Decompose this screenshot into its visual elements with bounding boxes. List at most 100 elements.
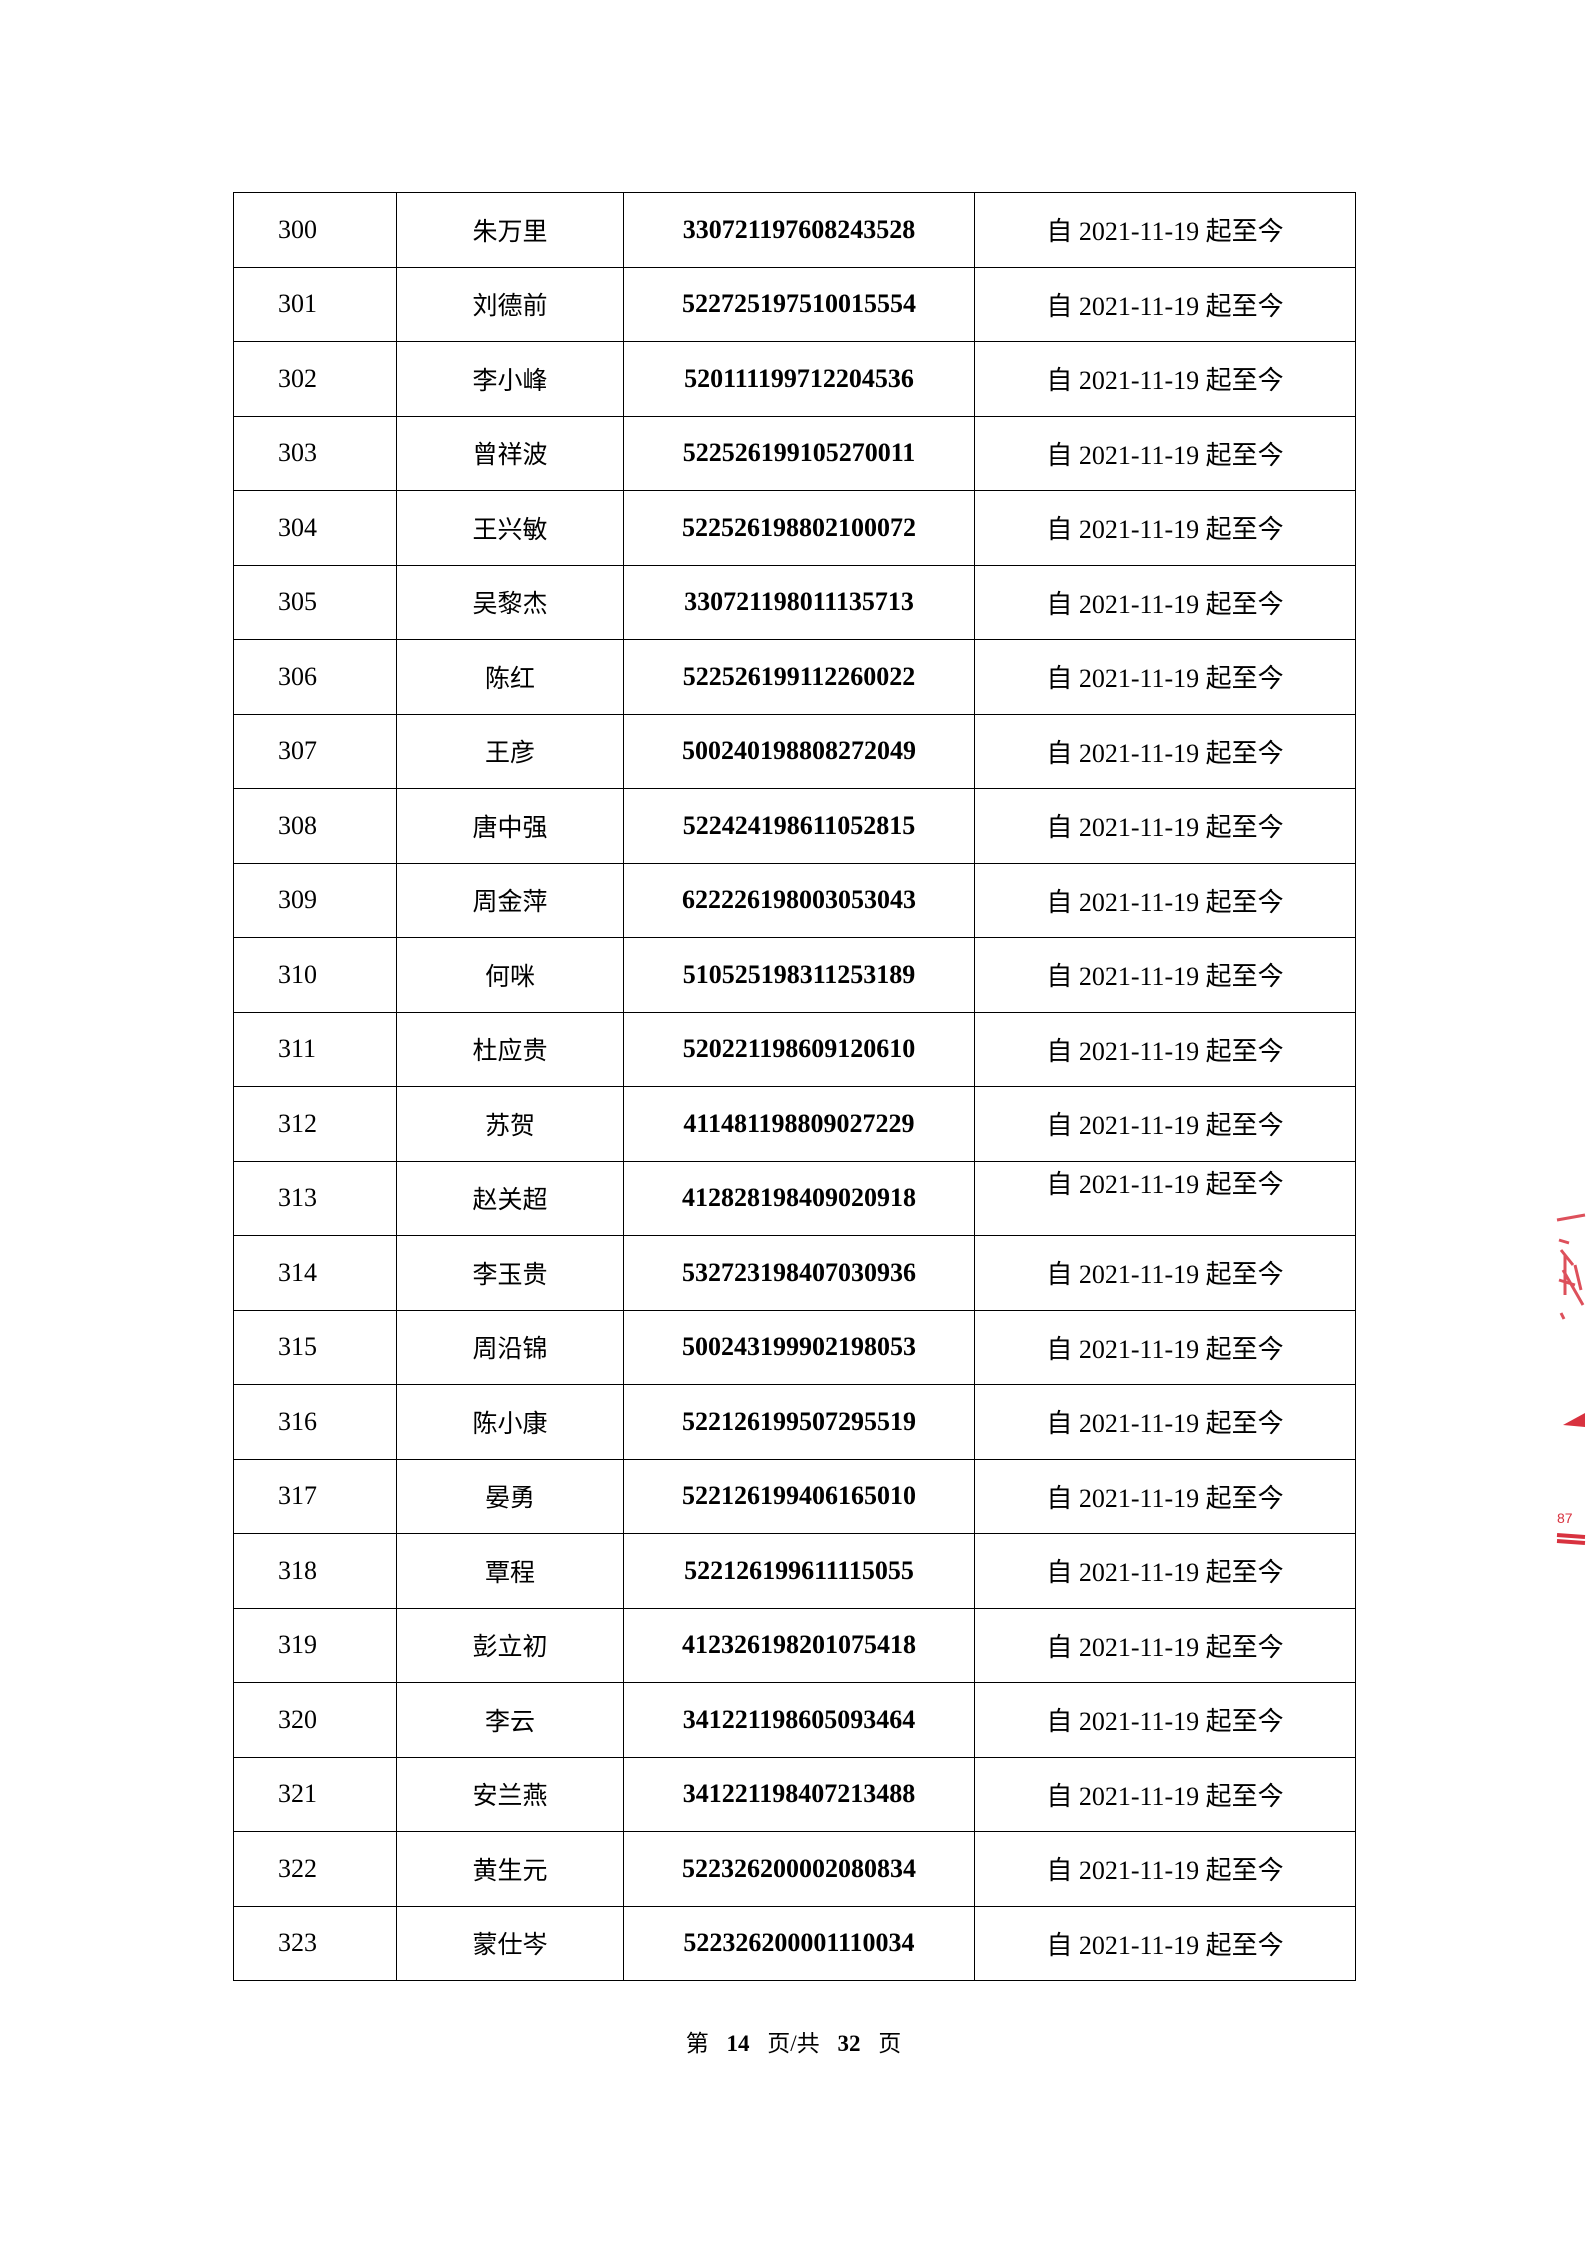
row-number: 307 — [278, 736, 317, 766]
row-number: 320 — [278, 1704, 317, 1734]
period-cell: 自 2021-11-19 起至今 — [974, 1458, 1356, 1534]
table-row: 323 蒙仕岑 522326200001110034 自 2021-11-19 起至今 — [233, 1905, 1356, 1981]
table-row: 322 黄生元 522326200002080834 自 2021-11-19 起至今 — [233, 1831, 1356, 1907]
person-name: 覃程 — [484, 1557, 535, 1587]
period-cell: 自 2021-11-19 起至今 — [974, 1011, 1356, 1087]
period: 自 2021-11-19 起至今 — [1046, 1111, 1284, 1141]
person-name-cell: 覃程 — [396, 1533, 624, 1609]
person-name-cell: 杜应贵 — [396, 1011, 624, 1087]
row-number-cell: 305 — [233, 564, 397, 640]
period: 自 2021-11-19 起至今 — [1046, 738, 1284, 768]
id-number: 522126199611115055 — [684, 1555, 914, 1585]
period: 自 2021-11-19 起至今 — [1046, 1169, 1284, 1199]
id-number: 522526198802100072 — [682, 512, 916, 542]
row-number-cell: 308 — [233, 788, 397, 864]
id-number-cell: 522526199112260022 — [623, 639, 975, 715]
table-row: 311 杜应贵 520221198609120610 自 2021-11-19 起至今 — [233, 1011, 1356, 1087]
period-cell: 自 2021-11-19 起至今 — [974, 564, 1356, 640]
person-name-cell: 蒙仕岑 — [396, 1905, 624, 1981]
row-number: 318 — [278, 1555, 317, 1585]
row-number: 308 — [278, 810, 317, 840]
table-row: 320 李云 341221198605093464 自 2021-11-19 起至今 — [233, 1682, 1356, 1758]
person-name: 安兰燕 — [472, 1781, 548, 1811]
id-number-cell: 412326198201075418 — [623, 1607, 975, 1683]
period-cell: 自 2021-11-19 起至今 — [974, 1086, 1356, 1162]
row-number: 321 — [278, 1779, 317, 1809]
person-name: 彭立初 — [472, 1632, 548, 1662]
period: 自 2021-11-19 起至今 — [1046, 1260, 1284, 1290]
id-number: 522725197510015554 — [682, 289, 916, 319]
personnel-table: 300 朱万里 330721197608243528 自 2021-11-19 起至今… — [233, 192, 1356, 1981]
id-number-cell: 522725197510015554 — [623, 266, 975, 342]
row-number-cell: 318 — [233, 1533, 397, 1609]
row-number-cell: 322 — [233, 1831, 397, 1907]
person-name: 陈小康 — [472, 1408, 548, 1438]
person-name: 晏勇 — [484, 1483, 535, 1513]
period: 自 2021-11-19 起至今 — [1046, 440, 1284, 470]
table-row: 301 刘德前 522725197510015554 自 2021-11-19 起至今 — [233, 266, 1356, 342]
id-number: 412326198201075418 — [682, 1630, 916, 1660]
row-number-cell: 313 — [233, 1160, 397, 1236]
row-number-cell: 315 — [233, 1309, 397, 1385]
person-name-cell: 曾祥波 — [396, 415, 624, 491]
id-number: 500240198808272049 — [682, 736, 916, 766]
table-row: 310 何咪 510525198311253189 自 2021-11-19 起至今 — [233, 937, 1356, 1013]
person-name-cell: 刘德前 — [396, 266, 624, 342]
footer-prefix: 第 — [685, 2031, 709, 2056]
row-number: 301 — [278, 289, 317, 319]
period: 自 2021-11-19 起至今 — [1046, 813, 1284, 843]
footer-middle: 页/共 — [767, 2031, 820, 2056]
table-row: 314 李玉贵 532723198407030936 自 2021-11-19 起至今 — [233, 1235, 1356, 1311]
row-number: 314 — [278, 1257, 317, 1287]
period: 自 2021-11-19 起至今 — [1046, 1558, 1284, 1588]
person-name-cell: 李玉贵 — [396, 1235, 624, 1311]
id-number: 330721198011135713 — [684, 587, 914, 617]
row-number: 315 — [278, 1332, 317, 1362]
table-row: 319 彭立初 412326198201075418 自 2021-11-19 起至今 — [233, 1607, 1356, 1683]
row-number-cell: 300 — [233, 192, 397, 268]
page-footer: 第 14 页/共 32 页 — [0, 2024, 1587, 2058]
id-number: 522526199112260022 — [682, 661, 916, 691]
person-name: 曾祥波 — [472, 440, 548, 470]
person-name-cell: 晏勇 — [396, 1458, 624, 1534]
id-number-cell: 522126199611115055 — [623, 1533, 975, 1609]
person-name-cell: 赵关超 — [396, 1160, 624, 1236]
period-cell: 自 2021-11-19 起至今 — [974, 415, 1356, 491]
id-number-cell: 341221198407213488 — [623, 1756, 975, 1832]
id-number-cell: 522326200001110034 — [623, 1905, 975, 1981]
period: 自 2021-11-19 起至今 — [1046, 664, 1284, 694]
row-number-cell: 303 — [233, 415, 397, 491]
table-row: 303 曾祥波 522526199105270011 自 2021-11-19 起至今 — [233, 415, 1356, 491]
period-cell: 自 2021-11-19 起至今 — [974, 1905, 1356, 1981]
id-number: 522526199105270011 — [682, 438, 916, 468]
period-cell: 自 2021-11-19 起至今 — [974, 1756, 1356, 1832]
id-number-cell: 412828198409020918 — [623, 1160, 975, 1236]
id-number: 411481198809027229 — [683, 1108, 915, 1138]
person-name-cell: 彭立初 — [396, 1607, 624, 1683]
svg-text:87: 87 — [1557, 1510, 1573, 1526]
period-cell: 自 2021-11-19 起至今 — [974, 1384, 1356, 1460]
table-row: 308 唐中强 522424198611052815 自 2021-11-19 起至今 — [233, 788, 1356, 864]
person-name-cell: 苏贺 — [396, 1086, 624, 1162]
row-number-cell: 309 — [233, 862, 397, 938]
person-name-cell: 吴黎杰 — [396, 564, 624, 640]
person-name: 王兴敏 — [472, 514, 548, 544]
person-name: 李小峰 — [472, 365, 548, 395]
row-number: 323 — [278, 1928, 317, 1958]
id-number-cell: 522126199406165010 — [623, 1458, 975, 1534]
period: 自 2021-11-19 起至今 — [1046, 1856, 1284, 1886]
period: 自 2021-11-19 起至今 — [1046, 1707, 1284, 1737]
id-number: 522326200001110034 — [683, 1928, 915, 1958]
person-name: 吴黎杰 — [472, 589, 548, 619]
person-name: 王彦 — [484, 738, 535, 768]
person-name-cell: 陈红 — [396, 639, 624, 715]
id-number: 622226198003053043 — [682, 885, 916, 915]
id-number-cell: 622226198003053043 — [623, 862, 975, 938]
row-number-cell: 310 — [233, 937, 397, 1013]
period: 自 2021-11-19 起至今 — [1046, 589, 1284, 619]
person-name: 李玉贵 — [472, 1259, 548, 1289]
row-number: 306 — [278, 661, 317, 691]
period-cell: 自 2021-11-19 起至今 — [974, 1682, 1356, 1758]
person-name-cell: 王彦 — [396, 713, 624, 789]
id-number: 341221198605093464 — [682, 1704, 916, 1734]
